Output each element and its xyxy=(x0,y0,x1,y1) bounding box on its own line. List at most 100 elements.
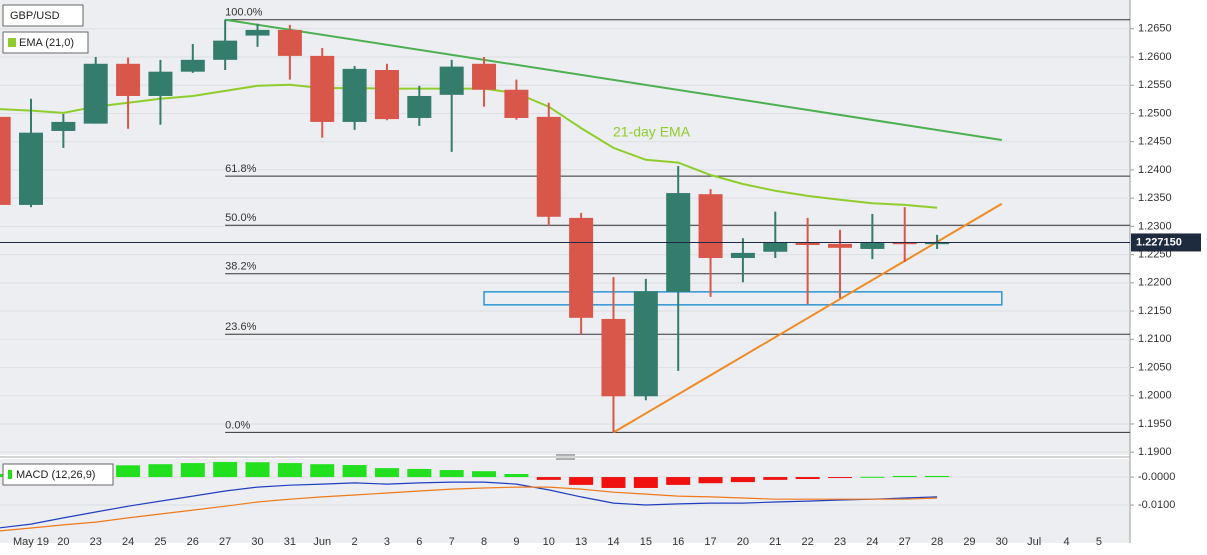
macd-histogram-bar xyxy=(342,465,367,478)
x-tick-label: 13 xyxy=(575,536,587,548)
candle-body xyxy=(472,63,497,90)
candle-body xyxy=(860,242,885,249)
fib-label: 50.0% xyxy=(225,212,256,224)
y-tick-label: 1.2350 xyxy=(1138,192,1172,204)
macd-histogram-bar xyxy=(536,477,561,480)
candle-body xyxy=(569,217,594,318)
ema-icon xyxy=(8,38,16,47)
candle-body xyxy=(374,70,399,120)
macd-histogram-bar xyxy=(795,477,820,480)
y-tick-label: 1.2150 xyxy=(1138,305,1172,317)
y-tick-label: 1.2200 xyxy=(1138,277,1172,289)
support-zone xyxy=(483,291,1003,306)
candle-body xyxy=(116,63,141,96)
macd-histogram-bar xyxy=(569,477,594,485)
candle-body xyxy=(180,59,205,72)
candle-body xyxy=(277,29,302,56)
x-tick-label: 7 xyxy=(449,536,455,548)
x-tick-label: 21 xyxy=(769,536,781,548)
x-tick-label: 29 xyxy=(963,536,975,548)
x-tick-label: 28 xyxy=(931,536,943,548)
y-tick-label: 1.2500 xyxy=(1138,107,1172,119)
macd-histogram-bar xyxy=(148,464,173,478)
macd-histogram-bar xyxy=(213,461,238,478)
main-panel xyxy=(0,0,1130,455)
x-tick-label: 23 xyxy=(90,536,102,548)
macd-icon xyxy=(8,470,12,479)
candle-body xyxy=(536,116,561,217)
y-tick-label: 1.2650 xyxy=(1138,23,1172,35)
macd-histogram-bar xyxy=(925,475,950,478)
macd-histogram-bar xyxy=(277,463,302,478)
macd-histogram-bar xyxy=(666,477,691,485)
macd-label: MACD (12,26,9) xyxy=(16,469,95,481)
macd-histogram-bar xyxy=(439,470,464,478)
x-tick-label: May 19 xyxy=(13,536,49,548)
symbol-label: GBP/USD xyxy=(10,10,60,22)
macd-histogram-bar xyxy=(407,468,432,478)
x-tick-label: 24 xyxy=(122,536,134,548)
macd-histogram-bar xyxy=(633,477,658,488)
macd-histogram-bar xyxy=(828,477,852,479)
x-tick-label: 25 xyxy=(154,536,166,548)
candle-body xyxy=(148,71,173,96)
candle-body xyxy=(925,242,950,245)
candle-body xyxy=(19,132,43,205)
candle-body xyxy=(795,242,820,245)
macd-histogram-bar xyxy=(180,463,205,478)
y-tick-label: 1.2100 xyxy=(1138,333,1172,345)
separator-handle[interactable] xyxy=(556,454,575,460)
x-tick-label: 23 xyxy=(834,536,846,548)
x-tick-label: 2 xyxy=(352,536,358,548)
macd-histogram-bar xyxy=(245,462,270,478)
x-tick-label: 20 xyxy=(57,536,69,548)
macd-line xyxy=(0,481,938,529)
macd-histogram-bar xyxy=(892,475,917,478)
last-price-box xyxy=(1131,233,1201,252)
candle-body xyxy=(698,194,723,258)
x-tick-label: 3 xyxy=(384,536,390,548)
x-tick-label: 24 xyxy=(866,536,878,548)
candle-body xyxy=(730,252,755,258)
y-tick-label: 1.2300 xyxy=(1138,220,1172,232)
fib-label: 38.2% xyxy=(225,261,256,273)
macd-histogram-bar xyxy=(860,476,885,478)
candle-body xyxy=(439,66,464,95)
fib-label: 0.0% xyxy=(225,419,250,431)
x-tick-label: 20 xyxy=(737,536,749,548)
x-tick-label: 30 xyxy=(251,536,263,548)
x-tick-label: 26 xyxy=(187,536,199,548)
candle-body xyxy=(342,68,367,122)
macd-histogram-bar xyxy=(504,473,529,478)
x-tick-label: 9 xyxy=(513,536,519,548)
candle-body xyxy=(213,40,238,60)
y-tick-label: 1.1900 xyxy=(1138,446,1172,458)
x-tick-label: 22 xyxy=(802,536,814,548)
symbol-box xyxy=(2,4,84,27)
x-tick-label: Jun xyxy=(313,536,331,548)
candle-body xyxy=(310,55,335,122)
ema-label: EMA (21,0) xyxy=(19,37,74,49)
candle-body xyxy=(892,242,917,245)
candle-body xyxy=(601,318,626,397)
x-tick-label: 27 xyxy=(219,536,231,548)
candle-body xyxy=(0,116,11,205)
signal-line xyxy=(0,486,938,532)
x-tick-label: 30 xyxy=(996,536,1008,548)
y-tick-label: 1.2600 xyxy=(1138,51,1172,63)
candle-body xyxy=(407,95,432,118)
y-tick-label: 1.1950 xyxy=(1138,418,1172,430)
x-tick-label: 10 xyxy=(543,536,555,548)
x-tick-label: 4 xyxy=(1063,536,1069,548)
candle-body xyxy=(763,242,788,252)
trendline xyxy=(225,18,1002,141)
y-tick-label: 1.2450 xyxy=(1138,136,1172,148)
y-tick-label: -0.0100 xyxy=(1138,499,1175,511)
y-tick-label: 1.2400 xyxy=(1138,164,1172,176)
x-tick-label: 16 xyxy=(672,536,684,548)
macd-histogram-bar xyxy=(601,477,626,488)
x-tick-label: 6 xyxy=(416,536,422,548)
ema-box xyxy=(2,31,89,54)
macd-histogram-bar xyxy=(374,468,399,478)
